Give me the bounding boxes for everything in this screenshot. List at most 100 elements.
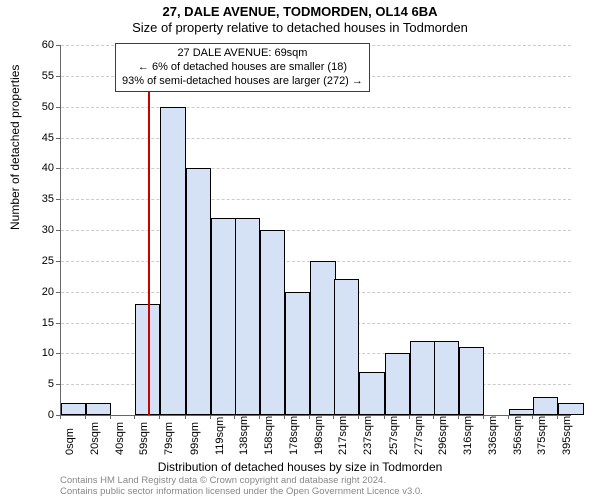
xtick-label: 336sqm [487,416,499,455]
marker-line [148,45,150,415]
xtick-label: 40sqm [114,422,126,455]
xtick-mark [508,415,509,419]
xtick-label: 375sqm [536,416,548,455]
xtick-mark [532,415,533,419]
ytick-label: 60 [24,39,54,51]
ytick-mark [56,168,60,169]
xtick-label: 119sqm [214,417,226,455]
ytick-mark [56,261,60,262]
annotation-box: 27 DALE AVENUE: 69sqm ← 6% of detached ho… [115,43,370,92]
ytick-mark [56,107,60,108]
xtick-mark [433,415,434,419]
xtick-label: 59sqm [138,422,150,455]
xtick-label: 237sqm [362,416,374,455]
histogram-bar [385,353,410,415]
annotation-line2: ← 6% of detached houses are smaller (18) [138,61,347,73]
x-axis-label: Distribution of detached houses by size … [0,460,600,474]
xtick-label: 316sqm [462,416,474,455]
ytick-mark [56,292,60,293]
xtick-label: 0sqm [64,428,76,455]
xtick-label: 99sqm [189,422,201,455]
xtick-label: 138sqm [238,416,250,455]
histogram-bar [533,397,558,416]
histogram-bar [459,347,484,415]
gridline-h [61,199,571,200]
xtick-mark [234,415,235,419]
footer-line2: Contains public sector information licen… [60,486,423,497]
chart-title-sub: Size of property relative to detached ho… [0,20,600,35]
xtick-mark [409,415,410,419]
histogram-bar [160,107,185,415]
histogram-bar [186,168,211,415]
xtick-mark [309,415,310,419]
gridline-h [61,138,571,139]
xtick-mark [483,415,484,419]
xtick-label: 296sqm [437,416,449,455]
annotation-line1: 27 DALE AVENUE: 69sqm [177,47,307,59]
xtick-mark [210,415,211,419]
xtick-label: 356sqm [512,416,524,455]
histogram-bar [61,403,86,415]
ytick-label: 45 [24,132,54,144]
xtick-mark [110,415,111,419]
xtick-mark [557,415,558,419]
xtick-mark [333,415,334,419]
gridline-h [61,230,571,231]
ytick-label: 20 [24,286,54,298]
histogram-bar [410,341,435,415]
histogram-bar [86,403,111,415]
ytick-mark [56,323,60,324]
ytick-label: 0 [24,409,54,421]
chart-title-main: 27, DALE AVENUE, TODMORDEN, OL14 6BA [0,4,600,19]
histogram-bar [260,230,285,415]
ytick-label: 35 [24,193,54,205]
ytick-mark [56,76,60,77]
histogram-bar [211,218,236,415]
footer-line1: Contains HM Land Registry data © Crown c… [60,475,386,486]
ytick-mark [56,353,60,354]
histogram-bar [359,372,384,415]
xtick-mark [134,415,135,419]
ytick-label: 5 [24,378,54,390]
ytick-mark [56,199,60,200]
histogram-bar [310,261,335,415]
gridline-h [61,107,571,108]
ytick-label: 15 [24,317,54,329]
histogram-bar [235,218,260,415]
footer-attribution: Contains HM Land Registry data © Crown c… [60,476,423,498]
histogram-bar [434,341,459,415]
xtick-label: 178sqm [288,416,300,455]
plot-area [60,45,571,416]
xtick-mark [159,415,160,419]
ytick-label: 40 [24,162,54,174]
xtick-mark [284,415,285,419]
histogram-bar [509,409,534,415]
xtick-mark [384,415,385,419]
xtick-label: 158sqm [263,416,275,455]
ytick-label: 50 [24,101,54,113]
xtick-label: 217sqm [337,416,349,455]
xtick-mark [185,415,186,419]
ytick-mark [56,138,60,139]
ytick-label: 10 [24,347,54,359]
ytick-mark [56,384,60,385]
xtick-mark [259,415,260,419]
ytick-label: 30 [24,224,54,236]
histogram-bar [558,403,583,415]
ytick-label: 55 [24,70,54,82]
xtick-label: 277sqm [413,416,425,455]
xtick-mark [358,415,359,419]
xtick-mark [60,415,61,419]
xtick-mark [458,415,459,419]
xtick-label: 20sqm [89,422,101,455]
y-axis-label: Number of detached properties [8,65,22,230]
ytick-mark [56,45,60,46]
xtick-label: 257sqm [388,416,400,455]
histogram-bar [334,279,359,415]
ytick-label: 25 [24,255,54,267]
chart-container: 27, DALE AVENUE, TODMORDEN, OL14 6BA Siz… [0,0,600,500]
histogram-bar [285,292,310,415]
xtick-label: 395sqm [561,416,573,455]
xtick-label: 79sqm [163,422,175,455]
xtick-label: 198sqm [313,416,325,455]
